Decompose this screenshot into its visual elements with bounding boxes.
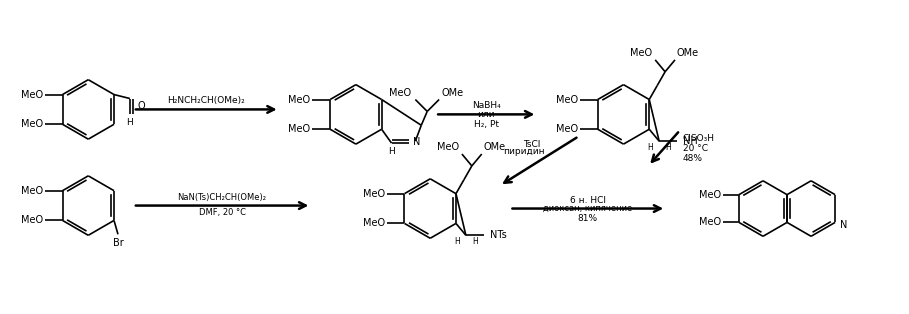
Text: Br: Br (113, 238, 124, 248)
Text: DMF, 20 °C: DMF, 20 °C (198, 208, 245, 217)
Text: MeO: MeO (389, 88, 412, 98)
Text: MeO: MeO (288, 124, 310, 134)
Text: NaBH₄: NaBH₄ (472, 101, 501, 111)
Text: MeO: MeO (437, 142, 459, 152)
Text: 81%: 81% (578, 214, 598, 224)
Text: H₂NCH₂CH(OMe)₂: H₂NCH₂CH(OMe)₂ (167, 96, 245, 106)
Text: MeO: MeO (363, 219, 385, 228)
Text: H₂, Pt: H₂, Pt (474, 120, 499, 129)
Text: диоксан, кипячение: диоксан, кипячение (544, 204, 633, 213)
Text: MeO: MeO (555, 95, 578, 105)
Text: MeO: MeO (21, 215, 43, 225)
Text: H: H (665, 143, 671, 152)
Text: OMe: OMe (677, 48, 699, 58)
Text: O: O (138, 101, 145, 111)
Text: H: H (647, 143, 654, 152)
Text: MeO: MeO (555, 124, 578, 134)
Text: 20 °C: 20 °C (683, 144, 708, 153)
Text: OMe: OMe (484, 142, 505, 152)
Text: 6 н. HCl: 6 н. HCl (570, 196, 605, 205)
Text: MeO: MeO (21, 89, 43, 100)
Text: MeO: MeO (630, 48, 653, 58)
Text: H: H (454, 237, 460, 246)
Text: H: H (388, 147, 395, 156)
Text: NH: NH (683, 136, 698, 146)
Text: ClSO₃H: ClSO₃H (683, 134, 715, 143)
Text: OMe: OMe (441, 88, 464, 98)
Text: H: H (472, 237, 477, 246)
Text: MeO: MeO (21, 186, 43, 196)
Text: MeO: MeO (699, 190, 721, 200)
Text: MeO: MeO (699, 217, 721, 227)
Text: TsCl: TsCl (523, 140, 540, 149)
Text: 48%: 48% (683, 154, 703, 163)
Text: MeO: MeO (363, 189, 385, 199)
Text: пиридин: пиридин (504, 147, 545, 156)
Text: NTs: NTs (490, 230, 506, 240)
Text: или: или (477, 110, 495, 119)
Text: NaN(Ts)CH₂CH(OMe)₂: NaN(Ts)CH₂CH(OMe)₂ (177, 192, 266, 202)
Text: N: N (840, 220, 847, 230)
Text: N: N (414, 137, 421, 147)
Text: MeO: MeO (288, 95, 310, 105)
Text: MeO: MeO (21, 119, 43, 129)
Text: H: H (126, 118, 134, 127)
